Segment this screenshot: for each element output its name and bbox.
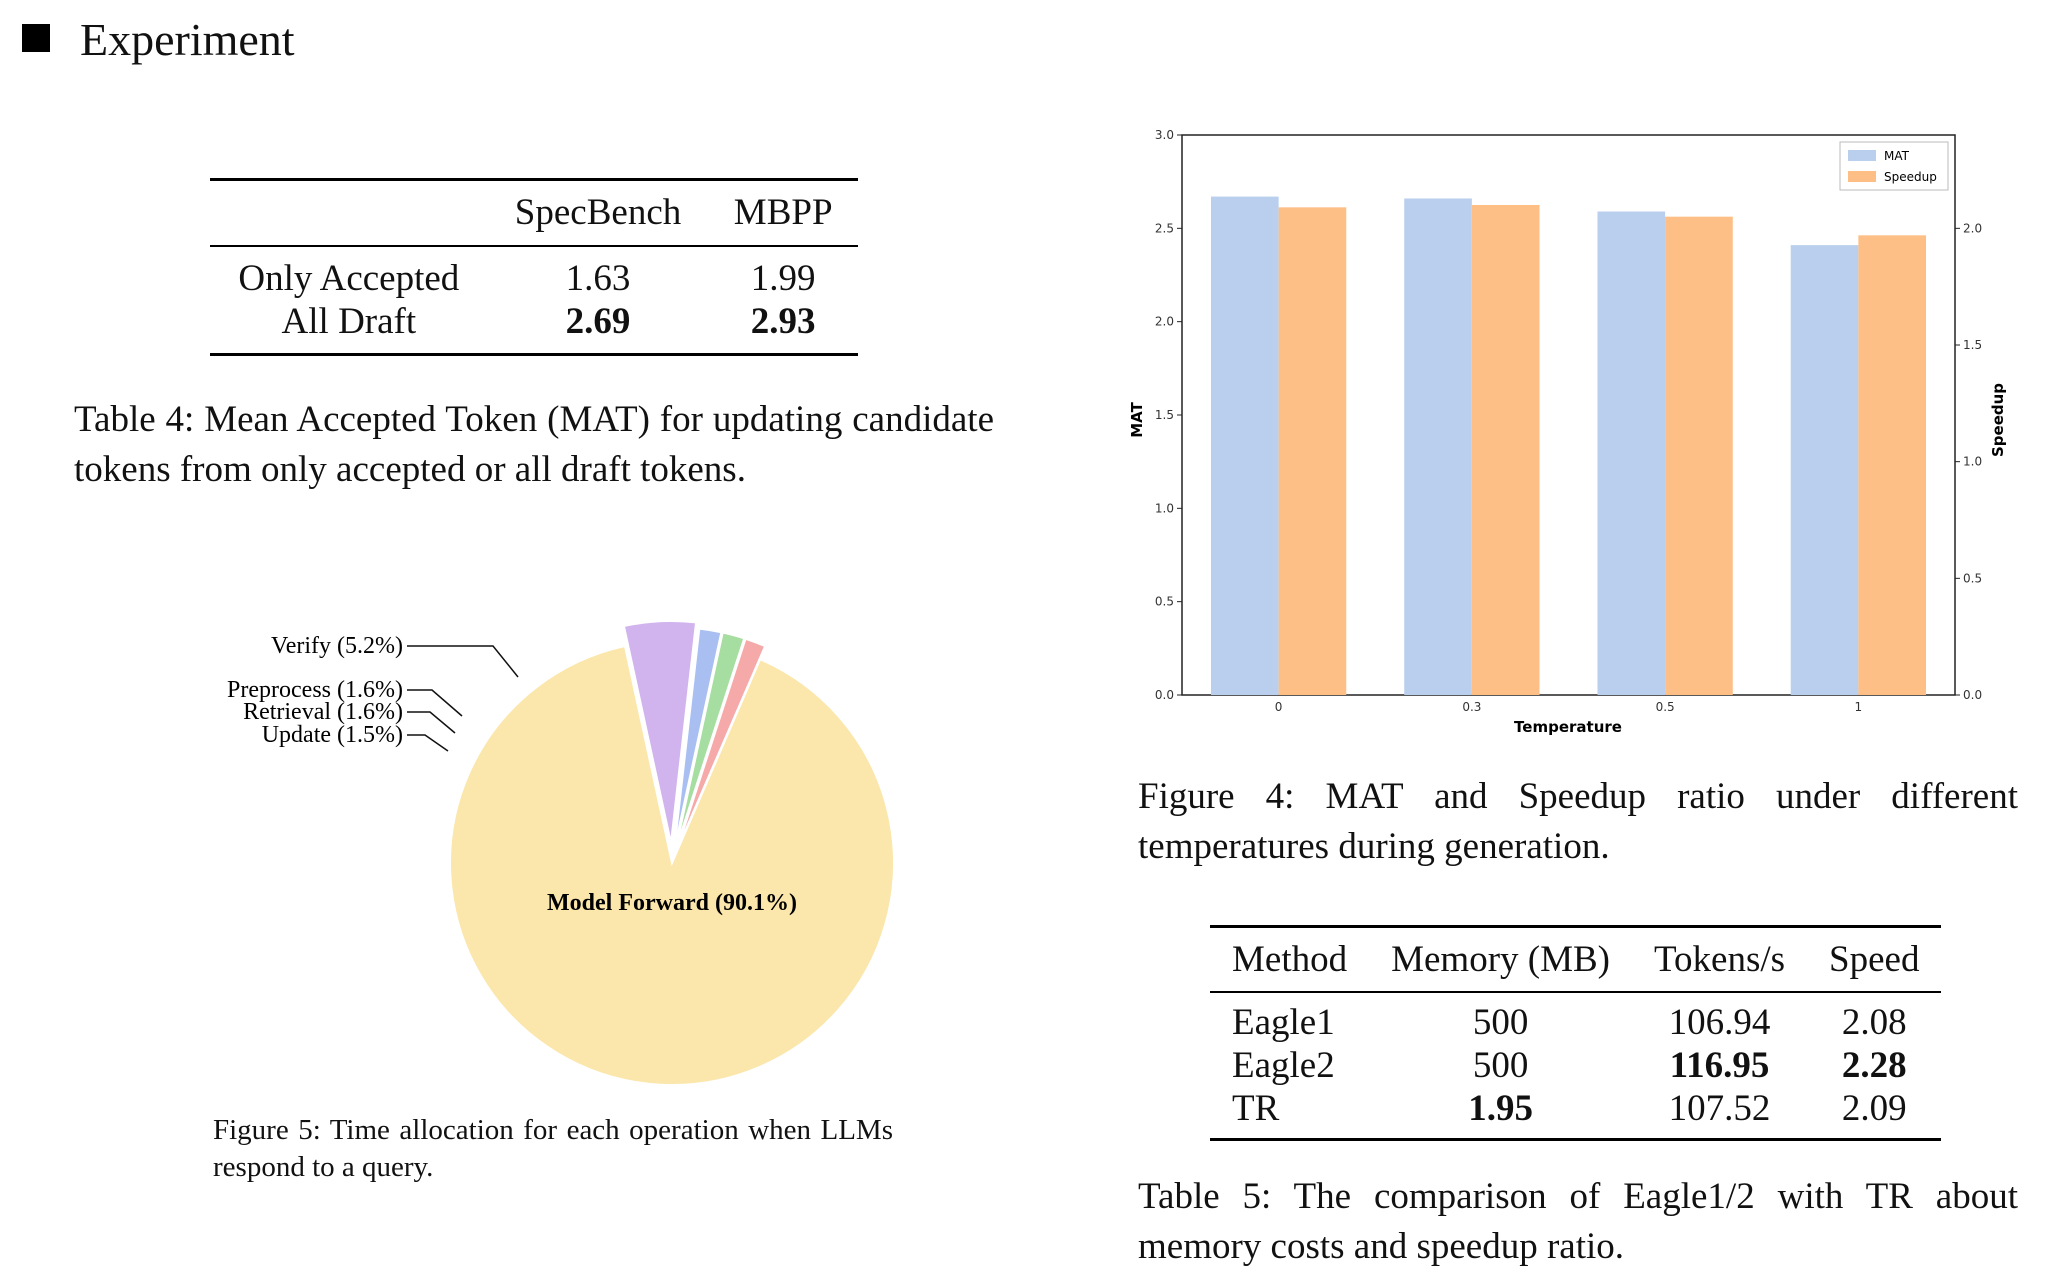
table-5: Method Memory (MB) Tokens/s Speed Eagle1… [1210,925,1942,1141]
table-header-cell: Method [1210,926,1370,993]
pie-label-retrieval: Retrieval (1.6%) [243,699,403,725]
figure-5-caption: Figure 5: Time allocation for each opera… [213,1114,893,1183]
table-row: Only Accepted 1.63 1.99 [210,246,858,300]
figure-4-caption: Figure 4: MAT and Speedup ratio under di… [1138,776,2018,867]
table-cell: 2.93 [750,300,816,342]
table-cell: 2.09 [1841,1087,1907,1129]
y2-tick-label: 0.5 [1963,571,1982,585]
y-tick-label: 1.0 [1155,501,1174,515]
legend-swatch-mat [1848,150,1876,161]
table-cell: 2.08 [1841,1001,1907,1043]
table-cell: 2.69 [565,300,631,342]
y-axis-label: MAT [1128,401,1146,437]
table-header-cell: Memory (MB) [1369,926,1633,993]
pie-label-preprocess: Preprocess (1.6%) [227,677,403,703]
y2-tick-label: 0.0 [1963,688,1982,702]
table-cell: 2.28 [1841,1044,1907,1086]
row-label: All Draft [281,300,417,342]
pie-slice-retrieval [674,631,746,850]
table-5-caption: Table 5: The comparison of Eagle1/2 with… [1138,1176,2018,1267]
y2-axis-label: Speedup [1989,383,2007,457]
x-tick-label: 1 [1855,700,1863,714]
leader-line-update [407,734,449,752]
table-row: Eagle1 500 106.94 2.08 [1210,992,1941,1044]
table-header-cell: MBPP [708,179,858,247]
pie-labels: Verify (5.2%) Preprocess (1.6%) Retrieva… [227,633,797,916]
pie-label-update: Update (1.5%) [262,722,403,748]
y-tick-label: 2.5 [1155,221,1174,235]
x-tick-label: 0 [1275,700,1283,714]
table-cell: 1.63 [565,257,631,299]
pie-slice-verify [622,620,698,844]
pie-slice-preprocess [673,627,723,850]
figure-4-bar-chart: 0.0 0.5 1.0 1.5 2.0 2.5 3.0 0.0 0.5 1.0 1.5 2.0 0 0… [1128,128,2007,736]
legend-label-speedup: Speedup [1884,170,1937,184]
leader-line-verify [407,645,519,678]
table-row: Eagle2 500 116.95 2.28 [1210,1044,1941,1087]
pie-label-verify: Verify (5.2%) [271,633,403,659]
table-header-cell: Tokens/s [1632,926,1808,993]
x-axis-label: Temperature [1514,718,1622,736]
table-cell: 500 [1472,1044,1529,1086]
y-tick-label: 0.0 [1155,688,1174,702]
table-cell: Eagle1 [1232,1001,1335,1043]
y-tick-label: 0.5 [1155,595,1174,609]
bar-speedup-0.3 [1471,205,1540,695]
y-tick-label: 3.0 [1155,128,1174,142]
table-cell: 500 [1472,1001,1529,1043]
table-cell: 1.99 [750,257,816,299]
table-cell: 107.52 [1668,1087,1771,1129]
x-tick-label: 0.3 [1462,700,1481,714]
bar-mat-1 [1790,245,1859,695]
y-tick-label: 1.5 [1155,408,1174,422]
bar-mat-0 [1210,196,1279,695]
chart-legend: MAT Speedup [1839,141,1949,191]
y-tick-label: 2.0 [1155,315,1174,329]
table-cell: 1.95 [1468,1087,1533,1129]
bar-mat-0.3 [1404,198,1472,695]
y2-tick-label: 2.0 [1963,221,1982,235]
table-header-row: Method Memory (MB) Tokens/s Speed [1210,926,1942,993]
bar-speedup-1 [1858,235,1927,695]
leader-line-retrieval [407,711,456,734]
x-tick-label: 0.5 [1656,700,1675,714]
table-cell: TR [1232,1087,1280,1129]
table-row: TR 1.95 107.52 2.09 [1210,1087,1941,1140]
pie-slice-model [449,644,895,1086]
bar-mat-0.5 [1597,211,1666,695]
y2-tick-label: 1.0 [1963,455,1982,469]
table-4: SpecBench MBPP Only Accepted 1.63 1.99 A… [210,178,858,356]
table-cell: Eagle2 [1232,1044,1335,1086]
y2-tick-label: 1.5 [1963,338,1982,352]
table-header-cell [210,179,488,247]
pie-slice-update [675,637,767,851]
table-header-cell: Speed [1807,926,1942,993]
table-row: All Draft 2.69 2.93 [210,300,858,355]
legend-label-mat: MAT [1884,149,1910,163]
table-cell: 116.95 [1669,1044,1770,1086]
legend-swatch-speedup [1848,171,1876,182]
row-label: Only Accepted [238,257,460,299]
table-header-row: SpecBench MBPP [210,179,858,247]
table-header-cell: SpecBench [487,179,709,247]
pie-label-model-forward: Model Forward (90.1%) [547,890,797,916]
table-cell: 106.94 [1668,1001,1771,1043]
section-title: Experiment [80,14,295,65]
bar-speedup-0 [1278,207,1347,695]
figure-5-pie-chart: Verify (5.2%) Preprocess (1.6%) Retrieva… [227,620,895,1086]
section-bullet-icon [22,24,50,52]
table-4-caption: Table 4: Mean Accepted Token (MAT) for u… [74,399,994,490]
bar-speedup-0.5 [1665,216,1733,695]
leader-line-preprocess [407,689,463,717]
